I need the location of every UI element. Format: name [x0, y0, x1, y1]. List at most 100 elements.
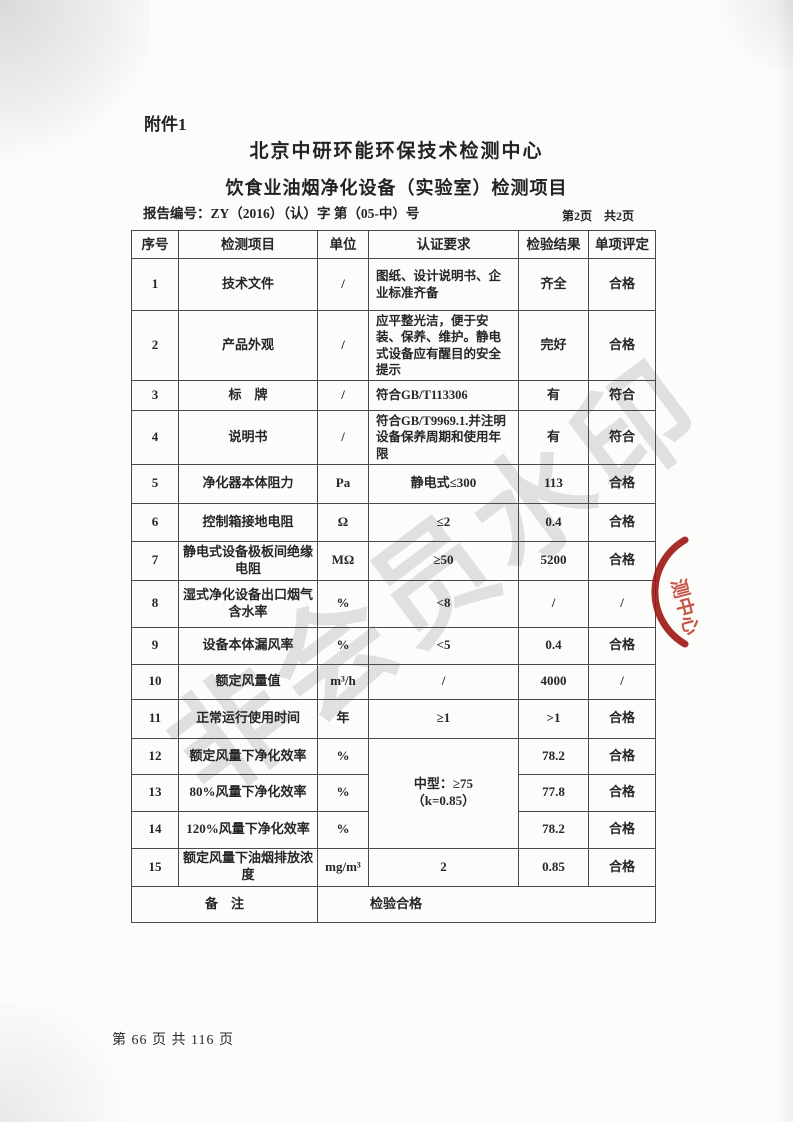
table-row: 11 正常运行使用时间 年 ≥1 >1 合格 — [131, 698, 656, 739]
cell-unit: / — [317, 310, 369, 381]
cell-unit: 年 — [317, 698, 369, 739]
table-header-row: 序号 检测项目 单位 认证要求 检验结果 单项评定 — [131, 230, 656, 259]
footer-page-number: 第 66 页 共 116 页 — [112, 1033, 234, 1048]
header-seq: 序号 — [131, 230, 179, 259]
cell-unit: % — [317, 737, 369, 775]
cell-evaluation: 合格 — [588, 258, 656, 311]
cell-evaluation: 合格 — [588, 773, 656, 812]
remark-value: 检验合格 — [317, 885, 656, 923]
table-row: 5 净化器本体阻力 Pa 静电式≤300 113 合格 — [131, 463, 656, 504]
cell-item: 湿式净化设备出口烟气含水率 — [178, 579, 318, 628]
table-row: 15 额定风量下油烟排放浓度 mg/m³ 2 0.85 合格 — [131, 847, 656, 887]
cell-item: 说明书 — [178, 410, 318, 465]
page-indicator: 第2页 共2页 — [562, 209, 635, 223]
header-result: 检验结果 — [518, 230, 589, 259]
table-row: 9 设备本体漏风率 % <5 0.4 合格 — [131, 626, 656, 665]
report-number: 报告编号：ZY（2016）（认）字 第（05-中）号 — [143, 206, 420, 221]
cell-evaluation: 合格 — [588, 626, 656, 665]
cell-evaluation: 合格 — [588, 698, 656, 739]
cell-seq: 14 — [131, 810, 179, 849]
cell-result: / — [518, 579, 589, 628]
merged-requirement-line2: （k=0.85） — [411, 793, 476, 809]
cell-seq: 4 — [131, 410, 179, 465]
cell-unit: MΩ — [317, 540, 369, 581]
cell-unit: mg/m³ — [317, 847, 369, 887]
table-row: 8 湿式净化设备出口烟气含水率 % <8 / / — [131, 579, 656, 628]
scan-shadow-bottom-left — [0, 1002, 150, 1122]
cell-unit: Ω — [317, 502, 369, 542]
cell-result: 113 — [518, 463, 589, 504]
cell-evaluation: 符合 — [588, 380, 656, 411]
scan-shadow-top-right — [703, 0, 793, 70]
cell-item: 额定风量下油烟排放浓度 — [178, 847, 318, 887]
cell-requirement: ≥1 — [368, 698, 519, 739]
cell-seq: 8 — [131, 579, 179, 628]
cell-evaluation: 合格 — [588, 540, 656, 581]
cell-requirement: ≤2 — [368, 502, 519, 542]
cell-unit: Pa — [317, 463, 369, 504]
cell-result: 5200 — [518, 540, 589, 581]
cell-item: 产品外观 — [178, 310, 318, 381]
table-row: 10 额定风量值 m³/h / 4000 / — [131, 663, 656, 700]
cell-seq: 12 — [131, 737, 179, 775]
cell-requirement-merged: 中型：≥75 （k=0.85） — [368, 737, 519, 849]
table-row: 12 额定风量下净化效率 % 中型：≥75 （k=0.85） 78.2 合格 — [131, 737, 656, 849]
cell-item: 额定风量值 — [178, 663, 318, 700]
cell-seq: 11 — [131, 698, 179, 739]
table-row: 1 技术文件 / 图纸、设计说明书、企业标准齐备 齐全 合格 — [131, 258, 656, 311]
cell-evaluation: / — [588, 579, 656, 628]
cell-evaluation: 合格 — [588, 463, 656, 504]
cell-unit: % — [317, 579, 369, 628]
cell-requirement: <8 — [368, 579, 519, 628]
remark-label: 备 注 — [131, 885, 318, 923]
header-unit: 单位 — [317, 230, 369, 259]
table-row: 3 标 牌 / 符合GB/T113306 有 符合 — [131, 380, 656, 411]
cell-seq: 5 — [131, 463, 179, 504]
cell-item: 80%风量下净化效率 — [178, 773, 318, 812]
cell-evaluation: / — [588, 663, 656, 700]
cell-result: 完好 — [518, 310, 589, 381]
document-title: 饮食业油烟净化设备（实验室）检测项目 — [225, 178, 568, 198]
cell-seq: 15 — [131, 847, 179, 887]
merged-requirement-line1: 中型：≥75 — [413, 776, 474, 792]
cell-evaluation: 合格 — [588, 810, 656, 849]
cell-unit: % — [317, 773, 369, 812]
cell-item: 设备本体漏风率 — [178, 626, 318, 665]
header-evaluation: 单项评定 — [588, 230, 656, 259]
cell-item: 正常运行使用时间 — [178, 698, 318, 739]
cell-item: 标 牌 — [178, 380, 318, 411]
cell-seq: 9 — [131, 626, 179, 665]
stamp-text: 测中心 — [666, 576, 703, 637]
attachment-label: 附件1 — [144, 115, 187, 134]
cell-result: 78.2 — [518, 737, 589, 775]
cell-requirement: 图纸、设计说明书、企业标准齐备 — [368, 258, 519, 311]
red-seal-stamp: 测中心 — [651, 536, 703, 648]
cell-result: 有 — [518, 380, 589, 411]
header-item: 检测项目 — [178, 230, 318, 259]
cell-seq: 2 — [131, 310, 179, 381]
cell-requirement: 符合GB/T113306 — [368, 380, 519, 411]
cell-requirement: <5 — [368, 626, 519, 665]
cell-seq: 7 — [131, 540, 179, 581]
cell-result: 0.4 — [518, 626, 589, 665]
cell-evaluation: 符合 — [588, 410, 656, 465]
cell-seq: 6 — [131, 502, 179, 542]
cell-evaluation: 合格 — [588, 502, 656, 542]
cell-unit: / — [317, 380, 369, 411]
remark-row: 备 注 检验合格 — [131, 885, 656, 923]
table-row: 4 说明书 / 符合GB/T9969.1.并注明设备保养周期和使用年限 有 符合 — [131, 410, 656, 465]
cell-requirement: / — [368, 663, 519, 700]
cell-unit: m³/h — [317, 663, 369, 700]
cell-requirement: 应平整光洁，便于安装、保养、维护。静电式设备应有醒目的安全提示 — [368, 310, 519, 381]
cell-result: 77.8 — [518, 773, 589, 812]
cell-seq: 3 — [131, 380, 179, 411]
cell-unit: % — [317, 626, 369, 665]
table-row: 13 80%风量下净化效率 % 77.8 合格 — [131, 773, 656, 812]
cell-item: 额定风量下净化效率 — [178, 737, 318, 775]
table-row: 2 产品外观 / 应平整光洁，便于安装、保养、维护。静电式设备应有醒目的安全提示… — [131, 310, 656, 381]
cell-requirement: 静电式≤300 — [368, 463, 519, 504]
cell-result: 0.85 — [518, 847, 589, 887]
cell-item: 静电式设备极板间绝缘电阻 — [178, 540, 318, 581]
cell-result: 0.4 — [518, 502, 589, 542]
cell-seq: 10 — [131, 663, 179, 700]
